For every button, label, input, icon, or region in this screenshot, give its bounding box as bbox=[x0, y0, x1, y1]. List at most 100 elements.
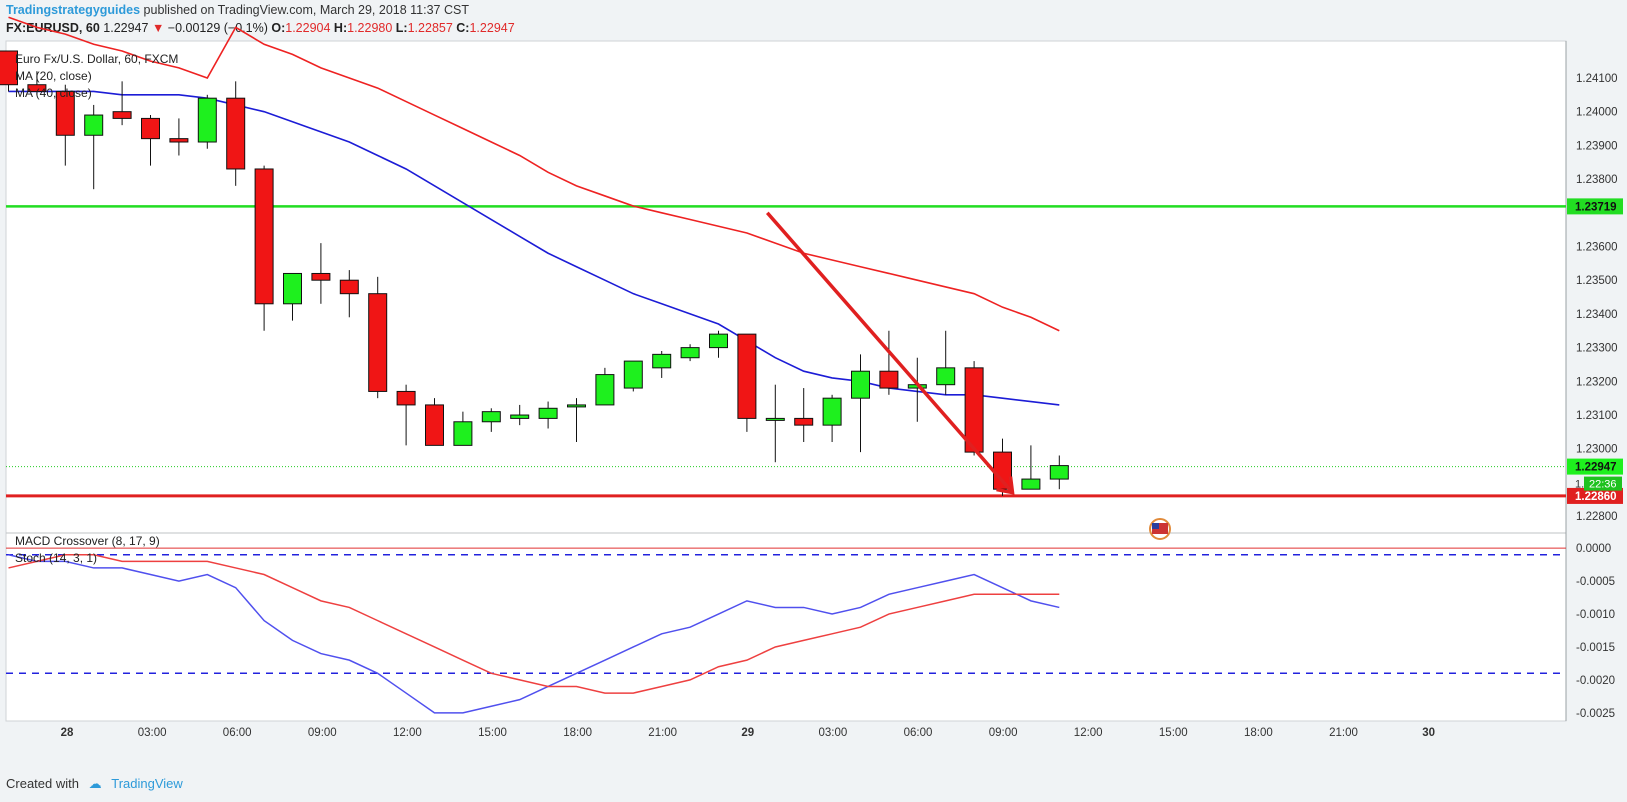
ma40-line bbox=[8, 16, 1060, 332]
candle-body bbox=[141, 117, 160, 140]
us-flag-icon[interactable] bbox=[1149, 518, 1171, 540]
time-tick-label: 03:00 bbox=[819, 727, 848, 739]
candle bbox=[141, 115, 160, 166]
published-info: published on TradingView.com, March 29, … bbox=[143, 3, 469, 17]
candle bbox=[567, 398, 586, 442]
candle-body bbox=[226, 97, 246, 170]
candle bbox=[652, 350, 672, 378]
footer: Created with ☁ TradingView bbox=[6, 776, 183, 792]
trend-arrow-head bbox=[996, 476, 1015, 495]
candle bbox=[481, 408, 501, 432]
indicator-pane bbox=[6, 547, 1566, 714]
time-tick-label: 06:00 bbox=[223, 727, 252, 739]
last-price-tag-bg bbox=[1567, 458, 1623, 475]
legend-stoch: Stoch (14, 3, 1) bbox=[15, 551, 97, 565]
price-tick-label: 1.23500 bbox=[1576, 275, 1618, 287]
time-tick-label: 29 bbox=[741, 727, 754, 739]
legend: Euro Fx/U.S. Dollar, 60, FXCM MA (20, cl… bbox=[15, 52, 178, 565]
price-tick-label: 1.23100 bbox=[1576, 410, 1618, 422]
open-label: O: bbox=[271, 21, 286, 35]
trend-arrow bbox=[765, 211, 1015, 495]
candle bbox=[510, 404, 530, 426]
candle-body bbox=[481, 411, 501, 423]
time-tick-label: 30 bbox=[1422, 727, 1435, 739]
candle-body bbox=[737, 333, 757, 419]
candle-body bbox=[595, 374, 615, 406]
candle-body bbox=[453, 421, 473, 446]
time-tick-label: 09:00 bbox=[989, 727, 1018, 739]
macd-line bbox=[8, 554, 1060, 714]
candle-body bbox=[0, 50, 18, 86]
tradingview-link[interactable]: TradingView bbox=[111, 776, 183, 791]
candle bbox=[27, 71, 47, 95]
candle bbox=[595, 367, 615, 406]
time-tick-label: 12:00 bbox=[393, 727, 422, 739]
candle-body bbox=[84, 114, 104, 136]
candle-body bbox=[936, 367, 956, 386]
price-pane bbox=[0, 16, 1566, 498]
close-label: C: bbox=[456, 21, 470, 35]
candle-body bbox=[55, 90, 75, 136]
price-tick-label: 1.23000 bbox=[1576, 444, 1618, 456]
candle bbox=[169, 118, 189, 156]
candle bbox=[794, 388, 814, 442]
down-triangle-icon: ▼ bbox=[151, 21, 165, 35]
candle-body bbox=[368, 293, 388, 392]
countdown-bg bbox=[1584, 476, 1622, 491]
candle-body bbox=[567, 404, 586, 408]
time-tick-label: 03:00 bbox=[138, 727, 167, 739]
time-tick-label: 09:00 bbox=[308, 727, 337, 739]
time-tick-label: 12:00 bbox=[1074, 727, 1103, 739]
candle-body bbox=[169, 138, 189, 143]
candle-body bbox=[510, 414, 530, 419]
candle bbox=[84, 104, 104, 190]
candle bbox=[709, 330, 728, 358]
publish-header: Tradingstrategyguides published on Tradi… bbox=[6, 3, 469, 17]
support-price-tag: 1.22860 bbox=[1567, 487, 1623, 504]
legend-ma40: MA (40, close) bbox=[15, 86, 92, 100]
indicator-tick-label: -0.0005 bbox=[1576, 576, 1615, 588]
time-tick-label: 21:00 bbox=[1329, 727, 1358, 739]
candle bbox=[1049, 455, 1069, 490]
candle-body bbox=[794, 417, 814, 426]
brand-name[interactable]: Tradingstrategyguides bbox=[6, 3, 141, 17]
price-tick-label: 1.23600 bbox=[1576, 241, 1618, 253]
candle-body bbox=[709, 333, 728, 349]
candle bbox=[453, 411, 473, 446]
price-tick-label: 1.24100 bbox=[1576, 73, 1618, 85]
created-with: Created with bbox=[6, 776, 79, 791]
chart-canvas[interactable]: 1.24100 1.24000 1.23900 1.23800 1.23600 1.235… bbox=[0, 0, 1627, 770]
time-tick-label: 06:00 bbox=[904, 727, 933, 739]
tradingview-cloud-icon: ☁ bbox=[88, 776, 102, 791]
countdown-timer: 22:36 bbox=[1589, 479, 1617, 491]
last-price-tag-text: 1.22947 bbox=[1575, 462, 1617, 474]
candle bbox=[737, 333, 757, 432]
indicator-tick-label: -0.0010 bbox=[1576, 609, 1615, 621]
candle-body bbox=[851, 370, 870, 399]
candle-body bbox=[396, 390, 416, 406]
candle-body bbox=[1049, 465, 1069, 480]
price-tick-label: 1.23300 bbox=[1576, 343, 1618, 355]
candle bbox=[936, 330, 956, 395]
axes: 1.24100 1.24000 1.23900 1.23800 1.23600 1.235… bbox=[61, 73, 1623, 739]
time-tick-label: 28 bbox=[61, 727, 74, 739]
candle-body bbox=[339, 279, 359, 295]
time-tick-label: 18:00 bbox=[1244, 727, 1273, 739]
high-label: H: bbox=[333, 21, 348, 35]
last-price: 1.22947 bbox=[103, 21, 149, 35]
candle-body bbox=[197, 97, 217, 143]
resistance-price-tag: 1.23719 bbox=[1567, 198, 1623, 215]
resistance-price-tag-text: 1.23719 bbox=[1575, 201, 1617, 213]
candle bbox=[226, 81, 246, 186]
candle-body bbox=[112, 111, 132, 119]
low-value: 1.22857 bbox=[407, 21, 453, 35]
indicator-tick-label: -0.0020 bbox=[1576, 675, 1615, 687]
time-tick-label: 15:00 bbox=[1159, 727, 1188, 739]
price-tick-label: 1.23200 bbox=[1576, 376, 1618, 388]
candle-body bbox=[879, 370, 899, 389]
price-tick-label: 1.23900 bbox=[1576, 140, 1618, 152]
high-value: 1.22980 bbox=[347, 21, 393, 35]
candle bbox=[680, 344, 700, 362]
resistance-price-tag-bg bbox=[1567, 198, 1623, 215]
legend-ma20: MA (20, close) bbox=[15, 69, 92, 83]
